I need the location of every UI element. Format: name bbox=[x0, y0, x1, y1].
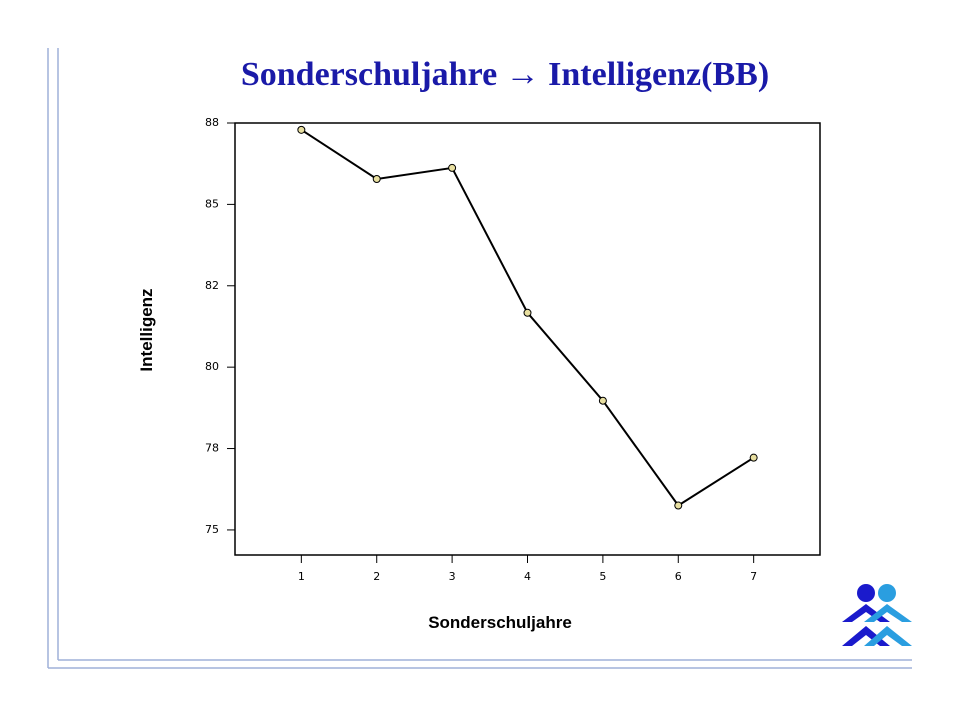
y-tick-label: 78 bbox=[205, 442, 219, 455]
y-tick-label: 82 bbox=[205, 279, 219, 292]
x-axis-title: Sonderschuljahre bbox=[428, 613, 572, 632]
data-point bbox=[297, 125, 306, 134]
chart-title: Sonderschuljahre → Intelligenz(BB) bbox=[241, 56, 769, 93]
plot-frame bbox=[234, 122, 821, 556]
data-point bbox=[448, 163, 457, 172]
logo bbox=[842, 584, 912, 646]
y-tick-label: 80 bbox=[205, 360, 219, 373]
x-tick-label: 6 bbox=[675, 570, 682, 583]
x-tick-label: 1 bbox=[298, 570, 305, 583]
y-tick-label: 88 bbox=[205, 116, 219, 129]
y-tick-label: 85 bbox=[205, 197, 219, 210]
data-point bbox=[749, 453, 758, 462]
data-point bbox=[372, 174, 381, 183]
x-tick-label: 3 bbox=[449, 570, 456, 583]
y-axis-title: Intelligenz bbox=[137, 288, 156, 371]
x-tick-label: 5 bbox=[599, 570, 606, 583]
data-line bbox=[300, 128, 755, 507]
x-tick-label: 2 bbox=[373, 570, 380, 583]
y-tick-label: 75 bbox=[205, 523, 219, 536]
data-point bbox=[523, 308, 532, 317]
data-point bbox=[674, 501, 683, 510]
data-point bbox=[598, 396, 607, 405]
x-tick-label: 7 bbox=[750, 570, 757, 583]
x-tick-label: 4 bbox=[524, 570, 531, 583]
